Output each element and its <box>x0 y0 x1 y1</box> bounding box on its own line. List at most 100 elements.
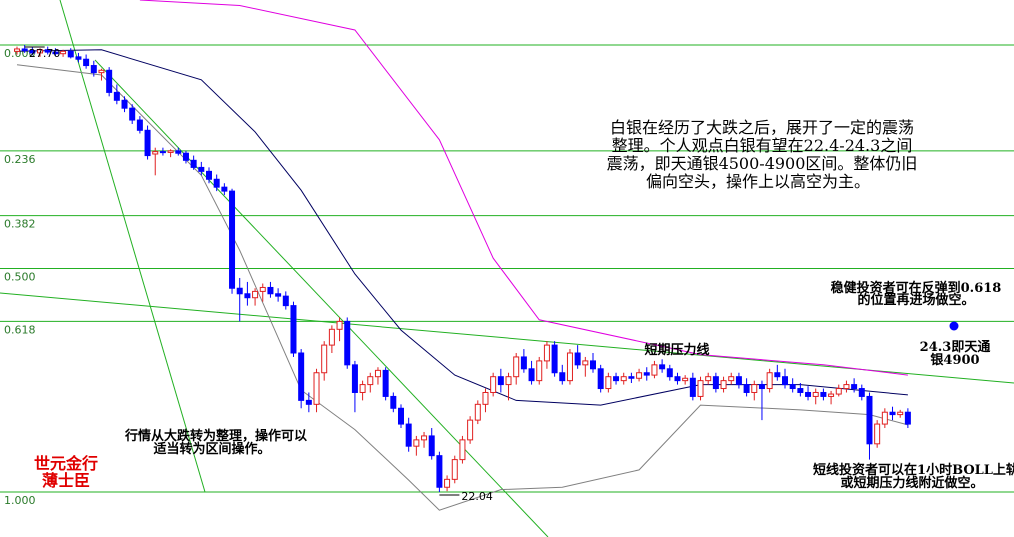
note-line: 行情从大跌转为整理，操作可以 <box>124 428 307 444</box>
candle-body <box>682 377 689 382</box>
candle-body <box>144 129 151 157</box>
candle-body <box>175 150 182 154</box>
candle-body <box>229 190 236 289</box>
candle-body <box>344 320 351 366</box>
candle-body <box>90 65 97 74</box>
candle-body <box>244 293 251 299</box>
short-term-note: 短线投资者可以在1小时BOLL上轨 或短期压力线附近做空。 <box>813 462 1014 491</box>
candle-body <box>374 369 381 378</box>
candle-body <box>459 439 466 461</box>
author-line: 世元金行 <box>34 454 98 473</box>
note-line: 24.3即天通 <box>920 339 991 355</box>
candle-body <box>828 393 835 397</box>
candle-body <box>282 295 289 307</box>
candle-body <box>305 399 312 405</box>
candle-body <box>60 50 67 55</box>
candle-body <box>582 360 589 366</box>
target-note: 24.3即天通 银4900 <box>920 339 991 368</box>
candle-body <box>858 388 865 397</box>
candle-body <box>451 459 458 480</box>
candle-body <box>14 48 20 52</box>
note-line: 偏向空头，操作上以高空为主。 <box>646 172 870 191</box>
candle-body <box>835 388 842 395</box>
candle-body <box>528 368 535 382</box>
extreme-label: 22.04 <box>461 490 493 503</box>
candle-body <box>421 435 428 441</box>
candle-body <box>52 51 59 55</box>
candle-body <box>590 360 596 370</box>
fib-label: 0.500 <box>4 271 36 284</box>
note-line: 或短期压力线附近做空。 <box>840 475 983 491</box>
candle-body <box>236 287 243 295</box>
candle-body <box>121 99 128 109</box>
candle-body <box>474 403 481 421</box>
candle-body <box>367 376 374 386</box>
candle-body <box>98 69 105 74</box>
candle-body <box>390 395 397 409</box>
candle-body <box>651 364 658 376</box>
candle-body <box>467 419 474 441</box>
candle-body <box>321 344 328 374</box>
note-line: 稳健投资者可在反弹到0.618 <box>831 280 1002 296</box>
author-line: 薄士臣 <box>42 471 90 490</box>
indicator-line <box>16 64 909 511</box>
pressure-line-label: 短期压力线 <box>644 342 709 358</box>
candle-body <box>574 352 581 366</box>
candle-body <box>566 352 573 382</box>
candle-body <box>743 384 750 393</box>
candle-body <box>336 320 343 330</box>
candle-body <box>851 384 858 390</box>
candle-body <box>428 435 435 457</box>
note-line: 震荡，即天通银4500-4900区间。整体仍旧 <box>607 154 918 173</box>
candle-body <box>259 286 266 292</box>
candle-body <box>543 344 550 362</box>
candle-body <box>843 384 850 390</box>
candle-body <box>689 377 696 397</box>
note-line: 短线投资者可以在1小时BOLL上轨 <box>813 462 1014 478</box>
candle-body <box>190 159 197 168</box>
candle-body <box>106 69 113 93</box>
candle-body <box>897 411 904 416</box>
extremes: 27.70 22.04 <box>24 46 493 503</box>
candle-body <box>482 391 489 405</box>
candle-body <box>21 48 28 52</box>
candle-body <box>712 376 719 390</box>
candle-body <box>29 50 36 54</box>
candle-body <box>812 391 819 397</box>
candle-body <box>620 376 627 382</box>
candle-body <box>613 376 620 382</box>
candle-body <box>398 407 404 425</box>
trend-line <box>94 59 549 537</box>
candle-body <box>359 384 366 393</box>
candle-body <box>44 49 51 53</box>
steady-note: 稳健投资者可在反弹到0.618 的位置再进场做空。 <box>831 280 1002 308</box>
pressure-line <box>0 292 1014 384</box>
candle-body <box>198 166 205 172</box>
candle-body <box>167 150 174 153</box>
candle-body <box>490 376 497 393</box>
extreme-label: 27.70 <box>29 47 61 60</box>
candle-body <box>75 56 82 60</box>
fib-label: 0.618 <box>4 323 36 336</box>
candle-body <box>328 328 335 346</box>
candle-body <box>789 384 796 390</box>
candle-body <box>505 376 512 386</box>
candle-body <box>129 107 136 121</box>
note-line: 整理。个人观点白银有望在22.4-24.3之间 <box>612 136 913 155</box>
candle-body <box>444 478 451 488</box>
target-marker <box>949 321 959 331</box>
candle-body <box>298 352 305 401</box>
fib-label: 1.000 <box>4 494 36 507</box>
candle-body <box>275 293 282 297</box>
candle-body <box>705 376 712 382</box>
candle-body <box>413 439 420 447</box>
main-note: 白银在经历了大跌之后，展开了一定的震荡 整理。个人观点白银有望在22.4-24.… <box>607 118 918 191</box>
fib-label: 0.382 <box>4 218 36 231</box>
candles <box>14 45 911 492</box>
candle-body <box>351 364 358 393</box>
candle-body <box>874 423 881 445</box>
candle-body <box>605 376 612 390</box>
candle-body <box>113 91 120 101</box>
candle-body <box>152 151 159 155</box>
